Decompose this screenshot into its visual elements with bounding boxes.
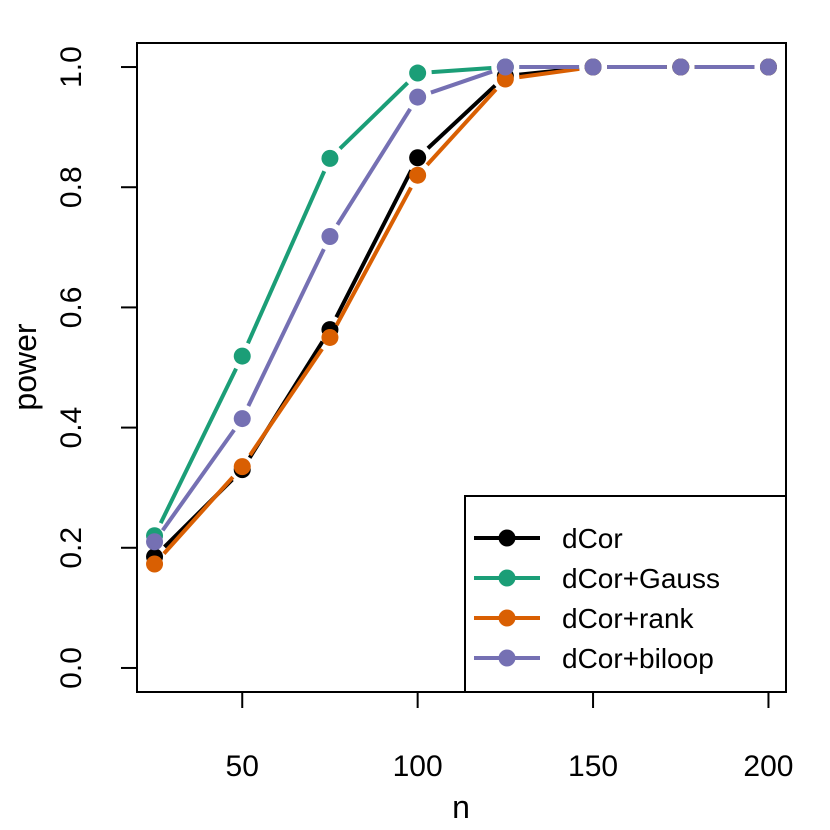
series-line-segment — [334, 169, 414, 319]
data-point — [233, 410, 251, 428]
series-dcor-biloop — [146, 58, 777, 551]
series-line-segment — [426, 84, 497, 150]
y-tick-label: 0.4 — [55, 407, 88, 449]
data-point — [409, 149, 427, 167]
series-line-segment — [518, 66, 580, 80]
series-line-segment — [158, 367, 238, 525]
series-line-segment — [246, 248, 326, 407]
data-point — [321, 227, 339, 245]
data-point — [409, 64, 427, 82]
data-point — [321, 149, 339, 167]
series-line-segment — [161, 428, 236, 532]
series-line-segment — [334, 186, 413, 327]
data-point — [321, 328, 339, 346]
data-point — [496, 70, 514, 88]
y-tick-label: 0.8 — [55, 166, 88, 208]
legend-label: dCor+biloop — [562, 643, 714, 674]
data-point — [233, 347, 251, 365]
x-axis-title: n — [452, 789, 470, 825]
x-tick-label: 50 — [226, 750, 259, 783]
x-tick-label: 150 — [568, 750, 618, 783]
series-line-segment — [430, 69, 493, 95]
series-line-segment — [338, 81, 410, 151]
data-point — [496, 58, 514, 76]
series-line-segment — [425, 88, 498, 167]
data-point — [146, 555, 164, 573]
legend-label: dCor — [562, 523, 623, 554]
legend-item: dCor+rank — [474, 603, 695, 634]
data-point — [672, 58, 690, 76]
y-tick-label: 0.0 — [55, 647, 88, 689]
x-tick-label: 100 — [393, 750, 443, 783]
data-point — [409, 166, 427, 184]
series-line-segment — [162, 475, 235, 555]
data-point — [584, 58, 602, 76]
y-axis-title: power — [7, 323, 43, 411]
y-tick-label: 0.2 — [55, 527, 88, 569]
legend: dCor dCor+Gauss dCor+rank dCor+biloop — [464, 495, 787, 693]
legend-item: dCor+Gauss — [474, 563, 720, 594]
y-axis: 0.0 0.2 0.4 0.6 0.8 1.0 — [55, 46, 138, 689]
series-layer — [146, 58, 777, 573]
legend-label: dCor+rank — [562, 603, 695, 634]
y-tick-label: 1.0 — [55, 46, 88, 88]
data-point — [146, 533, 164, 551]
data-point — [233, 458, 251, 476]
legend-swatch-point — [498, 609, 516, 627]
legend-swatch-point — [498, 649, 516, 667]
legend-label: dCor+Gauss — [562, 563, 720, 594]
legend-swatch-point — [498, 569, 516, 587]
legend-item: dCor — [474, 523, 623, 554]
x-tick-label: 200 — [743, 750, 793, 783]
data-point — [409, 88, 427, 106]
data-point — [759, 58, 777, 76]
series-line-segment — [431, 65, 492, 75]
legend-item: dCor+biloop — [474, 643, 714, 674]
series-line-segment — [335, 107, 412, 226]
series-line-segment — [248, 347, 324, 457]
series-line-segment — [246, 170, 327, 345]
y-tick-label: 0.6 — [55, 287, 88, 329]
legend-swatch-point — [498, 529, 516, 547]
